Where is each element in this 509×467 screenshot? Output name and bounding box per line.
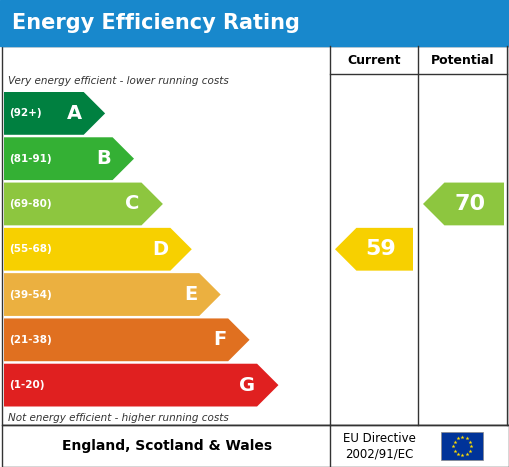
Text: EU Directive: EU Directive [343,432,415,445]
Text: Energy Efficiency Rating: Energy Efficiency Rating [12,13,300,33]
Bar [2,46,509,425]
Polygon shape [4,183,163,226]
Text: (92+): (92+) [9,108,42,119]
Text: Current: Current [347,54,401,66]
Text: (81-91): (81-91) [9,154,51,163]
Text: B: B [96,149,110,168]
Text: Not energy efficient - higher running costs: Not energy efficient - higher running co… [8,413,229,423]
Text: G: G [239,375,255,395]
Polygon shape [423,183,504,226]
Bar [0,0,509,46]
Bar [441,432,484,460]
Text: 2002/91/EC: 2002/91/EC [345,447,413,460]
Bar [2,425,509,467]
Polygon shape [4,228,192,271]
Text: (55-68): (55-68) [9,244,52,254]
Text: 59: 59 [365,239,396,259]
Text: A: A [67,104,82,123]
Text: (69-80): (69-80) [9,199,51,209]
Text: C: C [125,194,139,213]
Polygon shape [4,364,278,406]
Text: 70: 70 [455,194,486,214]
Text: (1-20): (1-20) [9,380,44,390]
Text: England, Scotland & Wales: England, Scotland & Wales [62,439,272,453]
Polygon shape [4,318,249,361]
Text: Very energy efficient - lower running costs: Very energy efficient - lower running co… [8,76,229,86]
Polygon shape [4,92,105,135]
Polygon shape [4,137,134,180]
Text: E: E [184,285,197,304]
Text: Potential: Potential [431,54,494,66]
Text: (21-38): (21-38) [9,335,52,345]
Text: F: F [213,330,226,349]
Text: D: D [152,240,168,259]
Polygon shape [335,228,413,271]
Text: (39-54): (39-54) [9,290,52,299]
Polygon shape [4,273,221,316]
